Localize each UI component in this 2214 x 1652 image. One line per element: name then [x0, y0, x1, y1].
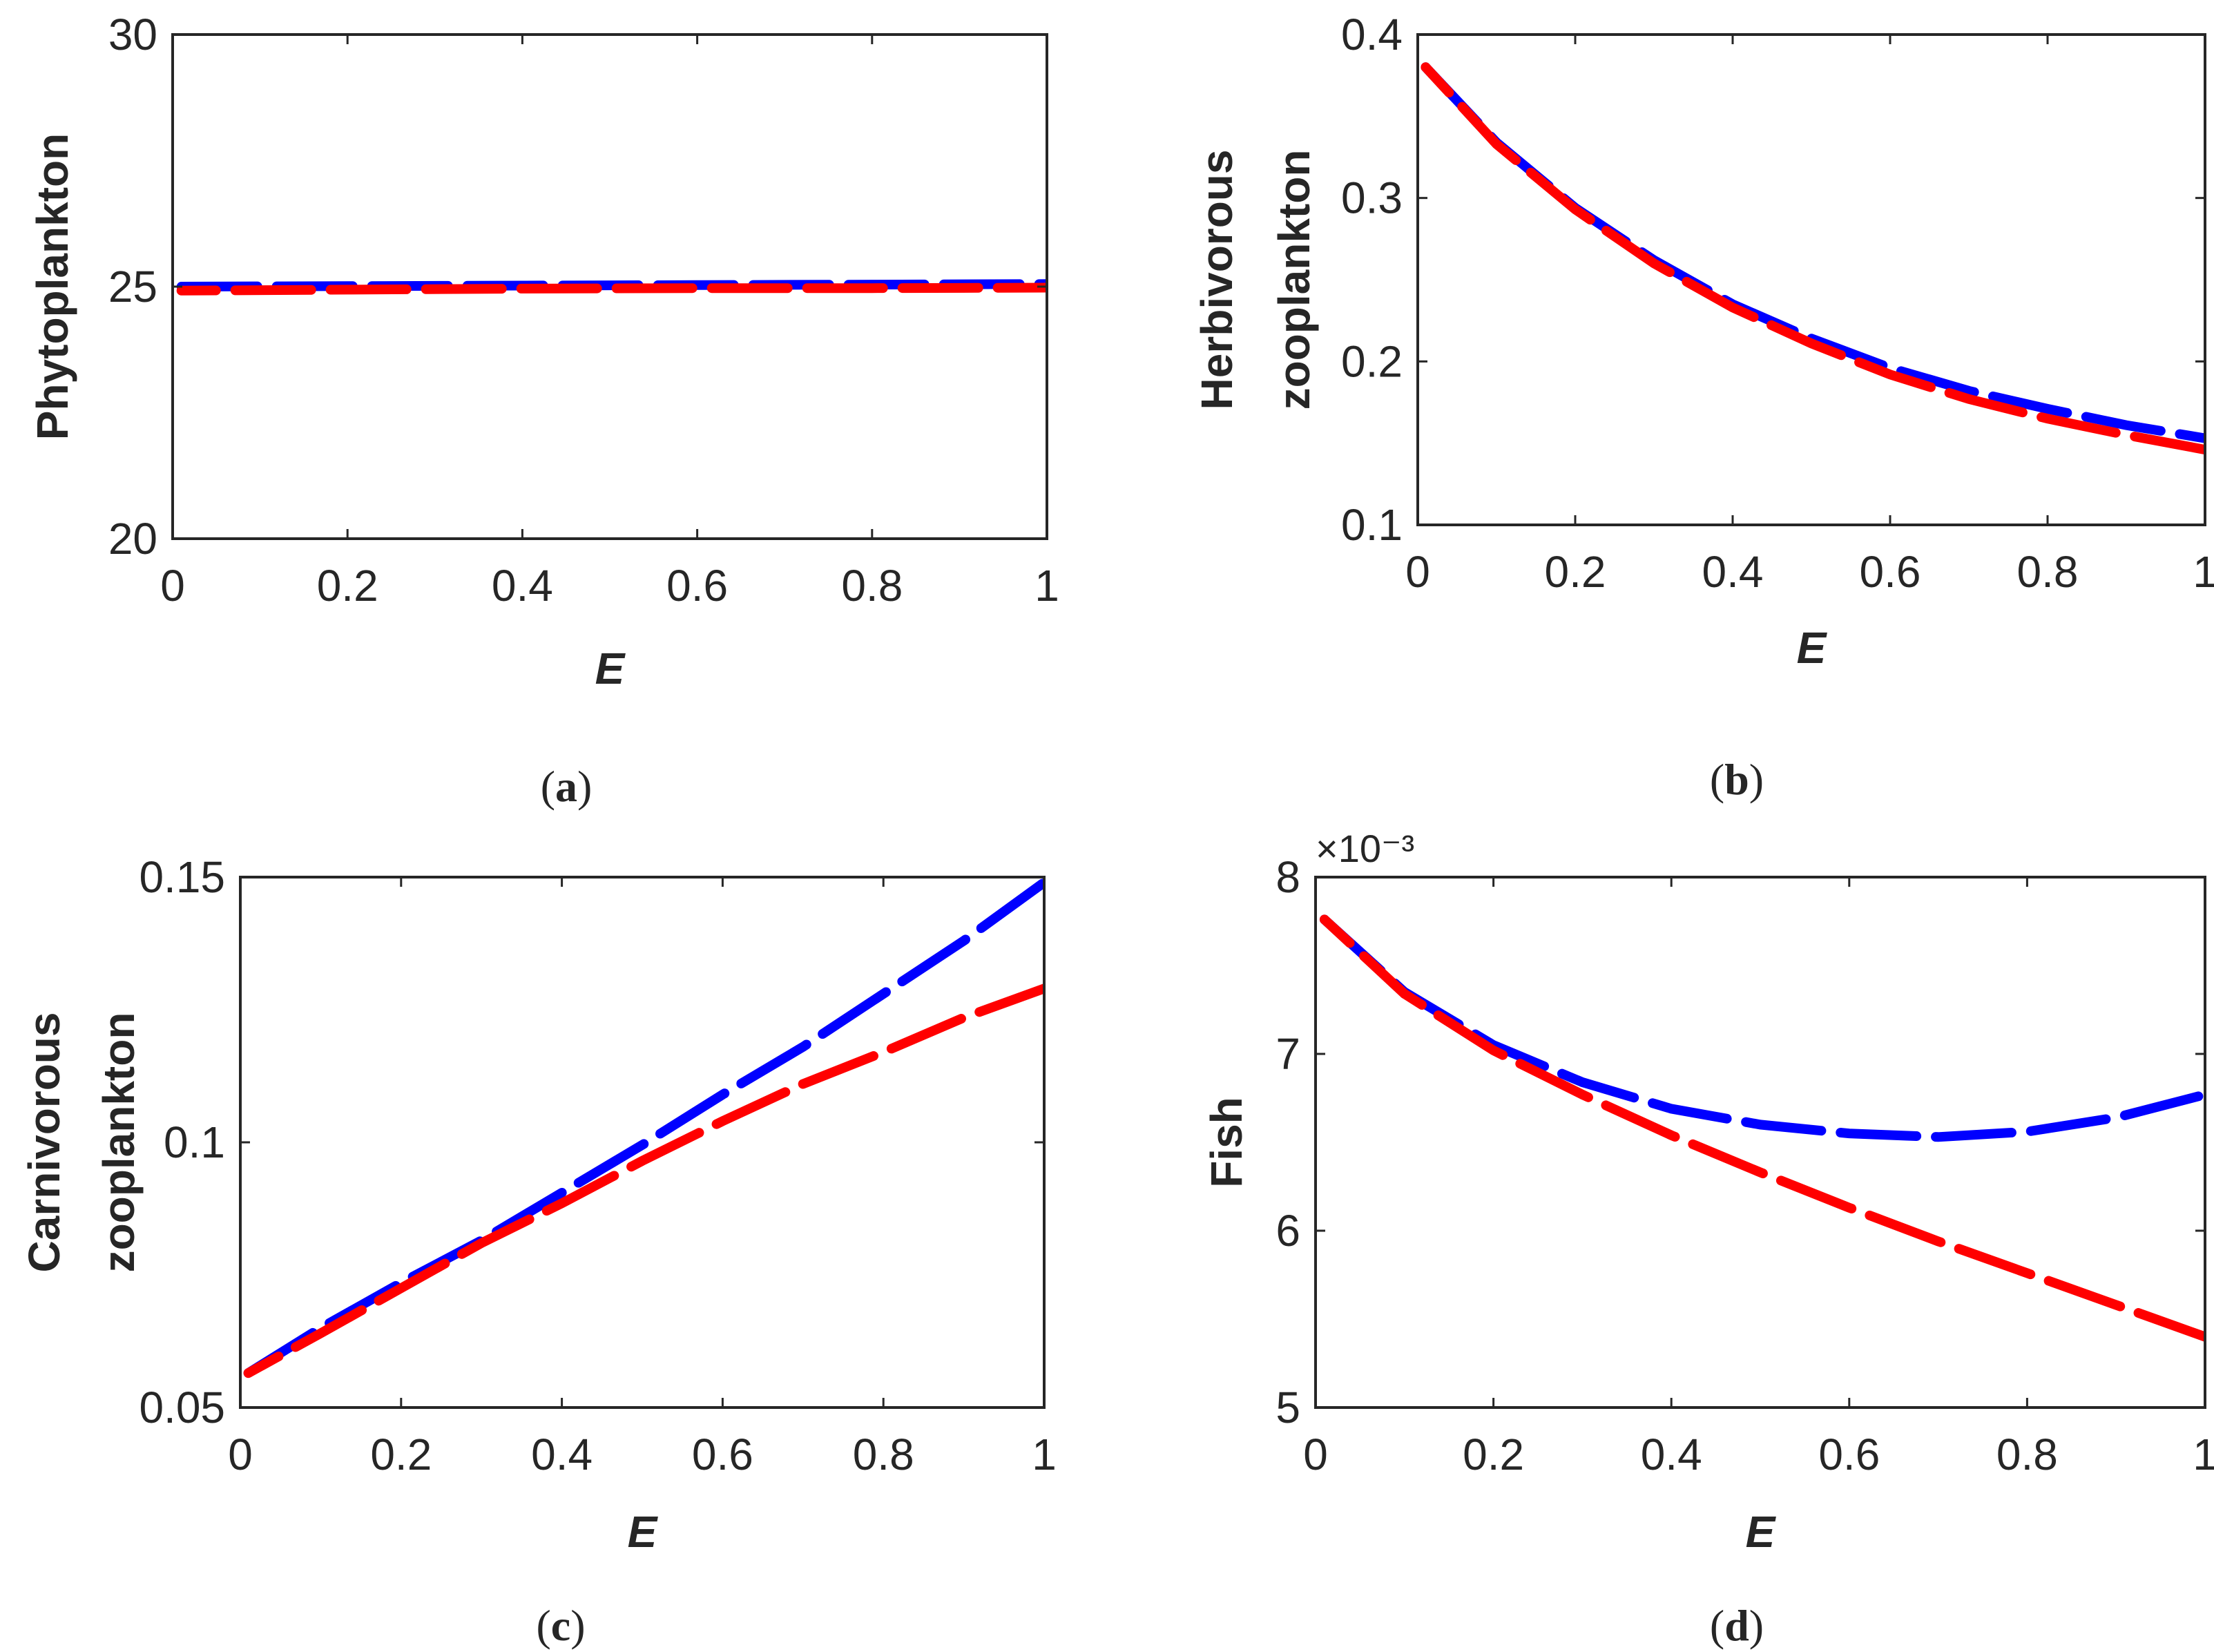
x-tick-label: 0: [228, 1430, 253, 1479]
y-tick-label: 25: [108, 262, 157, 311]
series-line-red: [1421, 62, 2205, 455]
x-axis-label: E: [595, 644, 626, 693]
x-tick-label: 0: [1303, 1430, 1328, 1479]
y-tick-label: 0.05: [139, 1383, 225, 1432]
series-line-red: [243, 983, 1044, 1379]
x-tick-label: 1: [1032, 1430, 1057, 1479]
y-axis-label: Phytoplankton: [28, 133, 77, 440]
x-tick-label: 0.2: [317, 561, 378, 611]
panel-caption-letter: c: [551, 1601, 570, 1650]
axes-box: [1314, 876, 2206, 1409]
x-tick-label: 0.2: [1463, 1430, 1524, 1479]
y-axis-label: zooplankton: [94, 1012, 144, 1273]
panel-caption-letter: d: [1724, 1601, 1749, 1650]
x-tick-label: 0.8: [1996, 1430, 2058, 1479]
series-line-red: [1319, 914, 2205, 1342]
panel-caption-letter: a: [555, 762, 577, 811]
y-tick-label: 20: [108, 514, 157, 564]
series-line-blue: [1421, 62, 2205, 443]
y-tick-label: 5: [1276, 1383, 1300, 1432]
y-axis-label: zooplankton: [1269, 150, 1319, 410]
panel-caption: (a): [541, 762, 593, 811]
y-axis-label: Herbivorous: [1192, 150, 1242, 410]
y-tick-label: 0.1: [1341, 500, 1403, 550]
x-tick-label: 0.4: [531, 1430, 593, 1479]
y-tick-label: 8: [1276, 852, 1300, 902]
panel-d: 0 0.2 0.4 0.6 0.8 1 5 6 7 8 E Fish ×10⁻³ (d): [1202, 827, 2214, 1650]
x-tick-label: 1: [2193, 547, 2214, 597]
x-tick-label: 0.4: [492, 561, 553, 611]
x-tick-label: 0.6: [1860, 547, 1921, 597]
x-tick-label: 0.8: [2017, 547, 2079, 597]
x-axis-label: E: [628, 1507, 659, 1557]
y-tick-label: 30: [108, 10, 157, 59]
series-line-blue: [243, 877, 1044, 1379]
y-tick-label: 0.2: [1341, 336, 1403, 386]
x-tick-label: 1: [1034, 561, 1059, 611]
x-tick-label: 0.2: [370, 1430, 432, 1479]
y-axis-label: Fish: [1202, 1097, 1251, 1188]
x-tick-label: 0.4: [1702, 547, 1764, 597]
x-tick-label: 0.6: [1818, 1430, 1880, 1479]
x-tick-label: 0.4: [1641, 1430, 1702, 1479]
panel-a: 0 0.2 0.4 0.6 0.8 1 20 25 30 E Phytoplankton (a): [28, 10, 1059, 811]
panel-caption: (b): [1710, 755, 1764, 804]
panel-caption: (c): [536, 1601, 585, 1650]
axes-box: [1416, 33, 2206, 526]
y-tick-label: 7: [1276, 1029, 1300, 1079]
x-tick-label: 0.6: [692, 1430, 753, 1479]
y-exponent-label: ×10⁻³: [1316, 827, 1414, 870]
series-line-red: [176, 282, 1047, 296]
y-tick-label: 0.15: [139, 852, 225, 902]
y-tick-label: 0.3: [1341, 173, 1403, 223]
x-tick-label: 0.8: [841, 561, 903, 611]
x-axis-label: E: [1746, 1507, 1777, 1557]
panel-caption: (d): [1710, 1601, 1764, 1650]
y-tick-label: 0.4: [1341, 10, 1403, 59]
x-tick-label: 0.6: [666, 561, 728, 611]
panel-b: 0 0.2 0.4 0.6 0.8 1 0.1 0.2 0.3 0.4 E Herbivorous zo…: [1192, 10, 2214, 804]
x-tick-label: 1: [2193, 1430, 2214, 1479]
x-tick-label: 0: [1405, 547, 1430, 597]
panel-caption-letter: b: [1724, 755, 1749, 804]
series-line-blue: [1319, 914, 2205, 1142]
x-tick-label: 0.8: [853, 1430, 914, 1479]
x-axis-label: E: [1797, 623, 1828, 673]
y-tick-label: 0.1: [164, 1117, 225, 1167]
panel-c: 0 0.2 0.4 0.6 0.8 1 0.05 0.1 0.15 E Carnivorous zoo…: [19, 852, 1057, 1650]
x-tick-label: 0.2: [1545, 547, 1606, 597]
x-tick-label: 0: [160, 561, 185, 611]
y-axis-label: Carnivorous: [19, 1012, 69, 1273]
y-tick-label: 6: [1276, 1206, 1300, 1256]
